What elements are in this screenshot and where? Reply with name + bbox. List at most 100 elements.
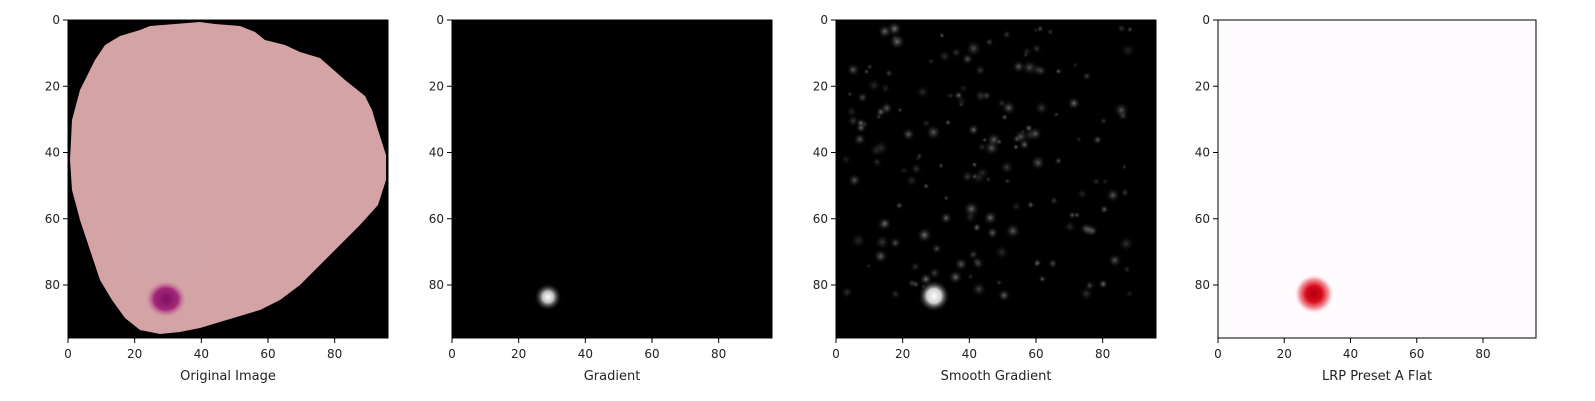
speck: [1032, 259, 1041, 269]
axis-ticks: 0 20 40 60 80 0 20 40 60 80: [813, 13, 1111, 361]
axis-ticks: 0 20 40 60 80 0 20 40 60 80: [1195, 13, 1491, 361]
speck: [909, 260, 921, 273]
speck: [1026, 200, 1035, 209]
speck: [1099, 116, 1109, 126]
x-tick-label: 40: [1343, 347, 1358, 361]
speck: [1001, 29, 1012, 40]
y-tick-label: 0: [52, 13, 60, 27]
y-tick-label: 40: [813, 146, 828, 160]
speck: [1054, 156, 1063, 166]
x-tick-label: 40: [194, 347, 209, 361]
speck: [1054, 67, 1063, 76]
speck: [1066, 96, 1081, 111]
speck: [884, 68, 894, 78]
speck: [986, 131, 1002, 148]
speck: [1047, 258, 1058, 269]
speck: [971, 222, 982, 233]
speck: [915, 84, 931, 100]
speck: [866, 77, 882, 94]
speck: [927, 57, 935, 66]
speck: [981, 136, 988, 144]
speck: [944, 119, 952, 126]
speck: [930, 242, 943, 255]
speck: [840, 153, 852, 166]
y-tick-label: 80: [1195, 278, 1210, 292]
speck: [1120, 42, 1136, 59]
speck: [877, 23, 893, 39]
y-tick-label: 40: [1195, 146, 1210, 160]
smooth-gradient-axes: 0 20 40 60 80 0 20 40 60 80: [813, 13, 1157, 361]
y-tick-label: 40: [45, 146, 60, 160]
x-tick-label: 80: [1095, 347, 1110, 361]
speck: [1030, 42, 1043, 55]
speck: [871, 156, 883, 168]
lrp-hotspot: [1294, 274, 1334, 314]
x-tick-label: 80: [711, 347, 726, 361]
x-tick-label: 20: [127, 347, 142, 361]
speck: [910, 162, 923, 176]
speck: [1073, 211, 1081, 219]
x-tick-label: 60: [644, 347, 659, 361]
speck: [1049, 196, 1059, 206]
speck: [1117, 235, 1135, 253]
speck: [872, 248, 889, 264]
speck: [1124, 289, 1134, 299]
speck: [1081, 222, 1096, 237]
x-tick-label: 20: [1277, 347, 1292, 361]
panel-smooth-gradient: 0 20 40 60 80 0 20 40 60 80 Smooth Gradient: [0, 0, 1157, 401]
speck: [1126, 25, 1134, 33]
speck: [953, 256, 969, 272]
speck: [852, 132, 867, 147]
speck: [997, 288, 1011, 303]
speck: [1004, 222, 1022, 240]
speck: [1107, 252, 1123, 268]
gradient-background: [452, 20, 772, 338]
x-tick-label: 60: [260, 347, 275, 361]
speck: [846, 114, 860, 128]
x-tick-label: 0: [448, 347, 456, 361]
speck: [958, 83, 969, 94]
speck: [973, 88, 989, 104]
panel-lrp: 0 20 40 60 80 0 20 40 60 80 LRP Preset A Flat: [0, 0, 1537, 401]
parasite-spot: [146, 281, 186, 317]
speck: [1075, 135, 1083, 143]
x-tick-label: 20: [895, 347, 910, 361]
speck: [1010, 200, 1022, 213]
speck: [938, 32, 946, 39]
gradient-axes: 0 20 40 60 80 0 20 40 60 80: [429, 13, 773, 361]
y-tick-label: 80: [813, 278, 828, 292]
x-tick-label: 0: [64, 347, 72, 361]
x-tick-label: 20: [511, 347, 526, 361]
speck: [974, 64, 987, 77]
speck: [999, 159, 1015, 175]
speck: [1021, 59, 1038, 76]
speck: [1012, 143, 1020, 151]
x-tick-label: 0: [1214, 347, 1222, 361]
y-tick-label: 40: [429, 146, 444, 160]
speck: [1113, 101, 1130, 119]
speck: [1105, 187, 1121, 203]
speck: [864, 262, 872, 270]
lrp-background: [1218, 20, 1536, 338]
speck: [916, 226, 933, 244]
speck: [879, 82, 892, 95]
speck: [1053, 111, 1060, 118]
y-tick-label: 60: [813, 212, 828, 226]
speck: [1021, 127, 1038, 143]
speck: [1003, 177, 1012, 185]
speck: [856, 91, 869, 104]
speck: [946, 91, 955, 101]
speck: [1035, 24, 1045, 33]
speck: [1071, 60, 1080, 69]
speck: [878, 217, 892, 230]
speck: [986, 226, 999, 240]
speck: [840, 285, 854, 299]
speck: [942, 194, 950, 202]
y-tick-label: 80: [45, 278, 60, 292]
y-tick-label: 20: [429, 79, 444, 93]
original-image-label: Original Image: [180, 369, 276, 384]
speck: [1097, 278, 1109, 290]
axis-ticks: 0 20 40 60 80 0 20 40 60 80: [45, 13, 343, 361]
speck: [950, 46, 963, 59]
x-tick-label: 60: [1028, 347, 1043, 361]
